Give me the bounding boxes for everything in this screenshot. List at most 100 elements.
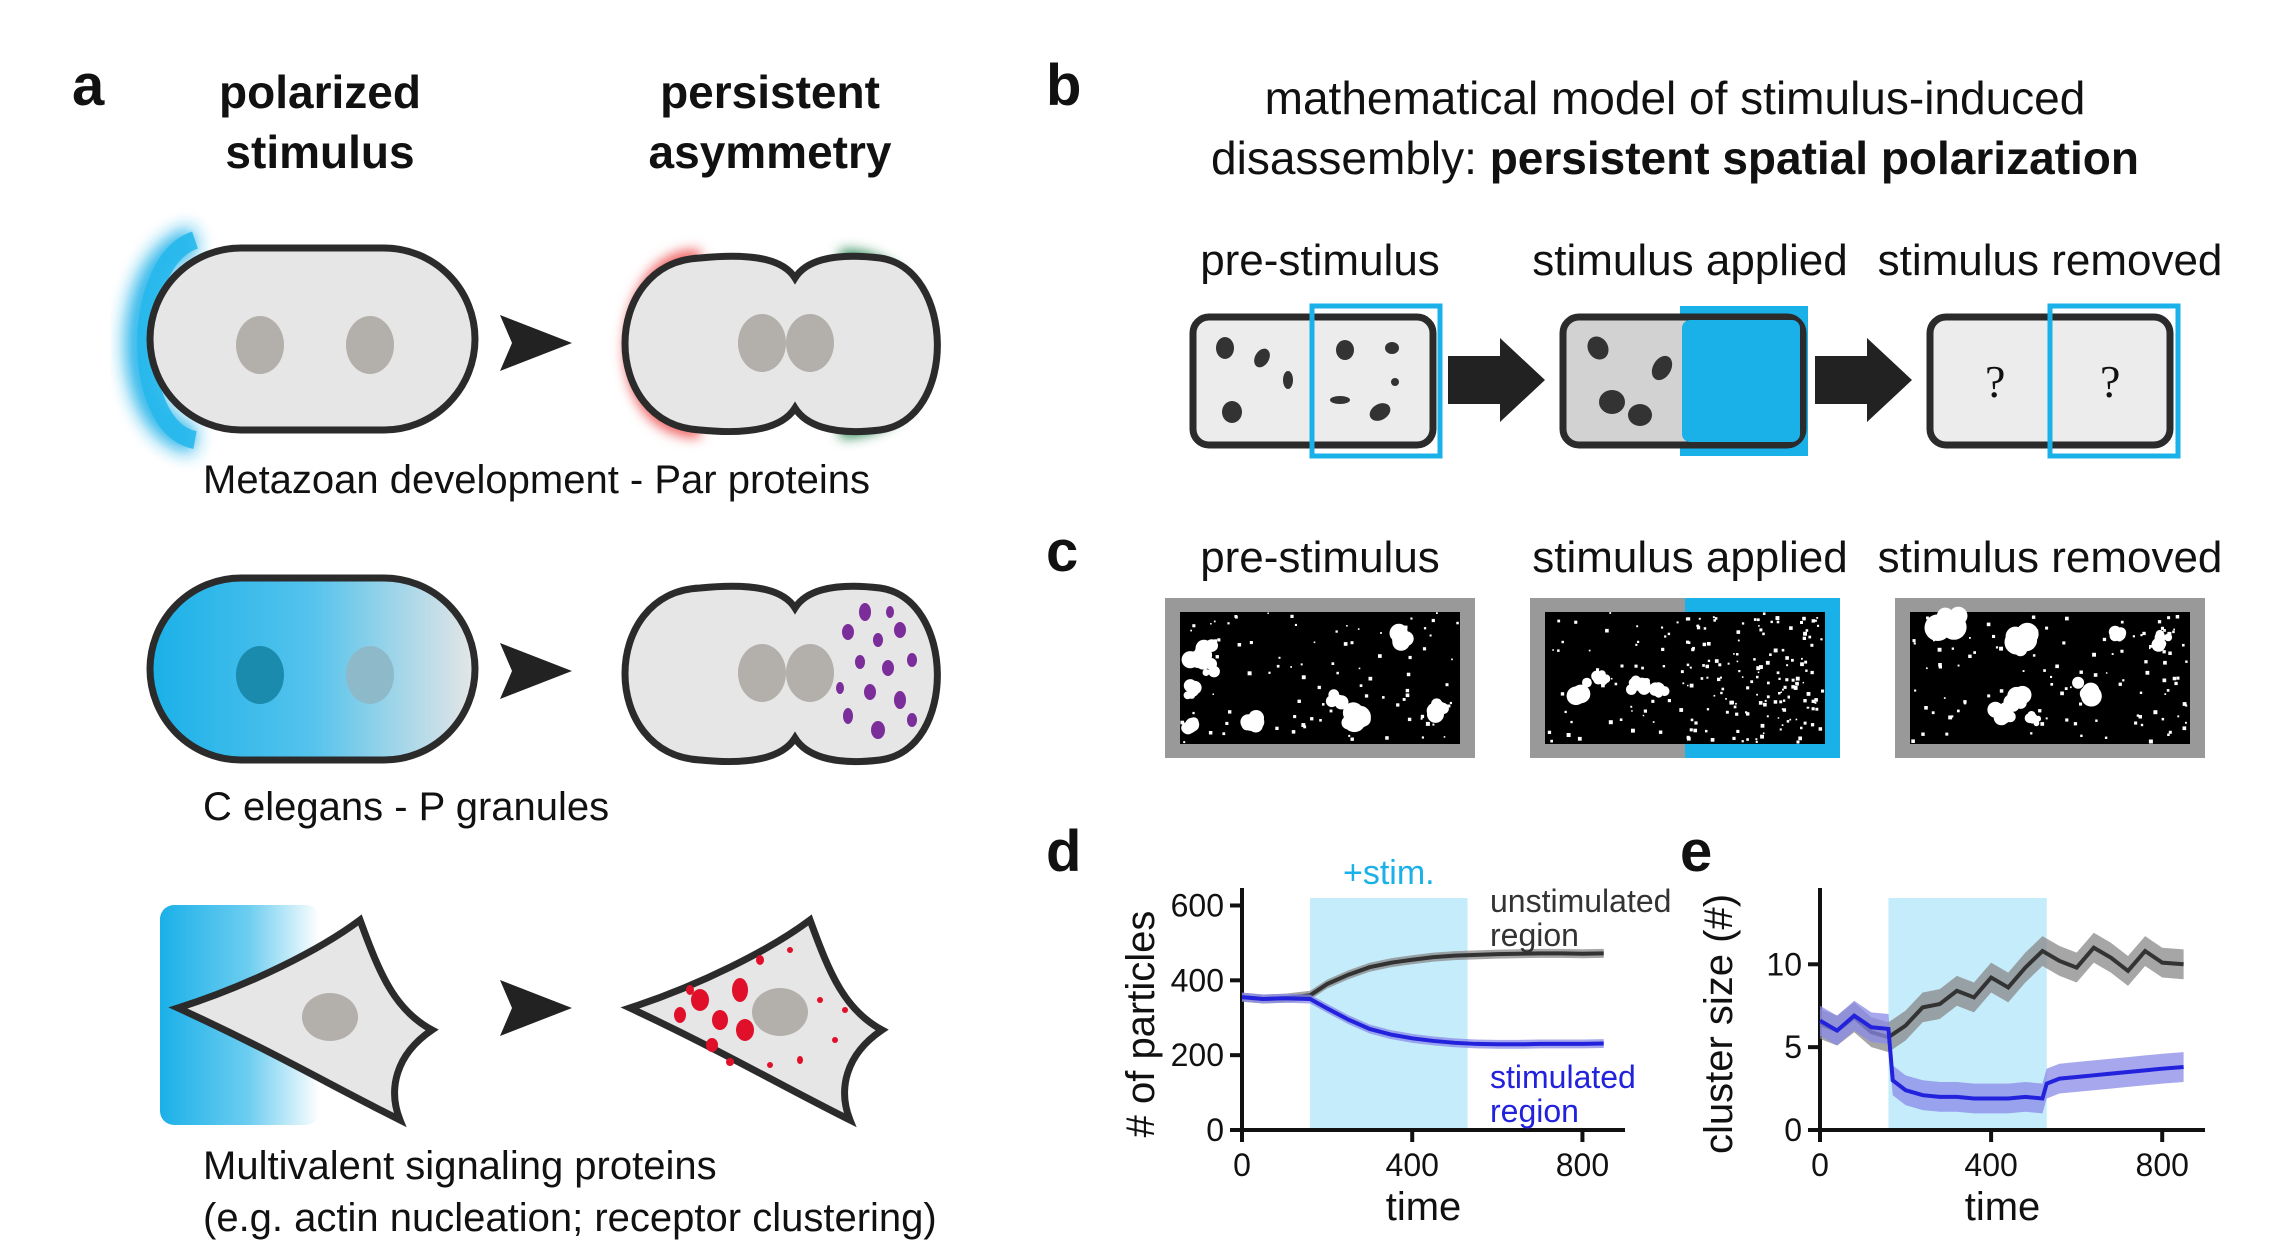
particle-dot <box>1766 695 1770 699</box>
particle-dot <box>2043 669 2046 672</box>
particle-dot <box>1808 635 1812 639</box>
particle-dot <box>1348 734 1351 737</box>
particle-dot <box>1921 732 1925 736</box>
particle-dot <box>1800 621 1803 624</box>
particle-dot <box>1931 711 1935 715</box>
particle-dot <box>1547 730 1552 734</box>
x-tick-label: 0 <box>1233 1147 1251 1183</box>
particle-dot <box>1705 664 1709 669</box>
particle-dot <box>1801 657 1803 660</box>
particle-dot <box>1642 714 1645 717</box>
particle-dot <box>1661 626 1664 629</box>
particle-dot <box>1643 709 1647 713</box>
cluster-blob <box>2155 629 2165 639</box>
particle-dot <box>1658 730 1663 734</box>
particle-dot <box>1213 620 1216 623</box>
particle-dot <box>1208 731 1213 735</box>
x-tick-label: 800 <box>2136 1147 2189 1183</box>
stimulus-region-filled <box>1682 320 1800 442</box>
particle-dot <box>1760 734 1764 739</box>
arrow-right-icon <box>500 315 572 371</box>
cluster-blob <box>2013 685 2032 704</box>
particle-dot <box>1303 725 1307 729</box>
particle-dot <box>2075 677 2080 682</box>
y-axis-label: cluster size (#) <box>1697 894 1741 1154</box>
particle-dot <box>1436 713 1441 717</box>
particle-dot <box>1710 738 1715 742</box>
particle-dot <box>1443 736 1446 738</box>
particle-dot <box>1217 638 1221 642</box>
particle-dot <box>1619 718 1623 721</box>
cluster-blob <box>1328 699 1337 707</box>
arrow-right-icon <box>500 980 572 1036</box>
particle-dot <box>2182 702 2187 706</box>
particle-dot <box>1313 641 1316 644</box>
particle-dot <box>1791 685 1795 689</box>
particle-dot <box>1331 662 1335 665</box>
particle-dot <box>2040 722 2045 726</box>
particle-dot <box>1785 678 1789 682</box>
particle-dot <box>1651 699 1655 703</box>
particle-dot <box>1408 655 1412 660</box>
particle-dot <box>1718 663 1722 667</box>
particle-dot <box>1804 660 1808 664</box>
particle-dot <box>1818 727 1823 731</box>
particle-dot <box>2111 632 2116 637</box>
particle-dot <box>1278 656 1281 659</box>
cluster-blob <box>1188 692 1195 699</box>
particle-dot <box>1406 672 1411 677</box>
caption-line2: (e.g. actin nucleation; receptor cluster… <box>203 1196 937 1240</box>
particle-dot <box>1451 658 1453 661</box>
col-header-line2: asymmetry <box>648 126 892 178</box>
particle-dot <box>2163 660 2167 665</box>
particle-dot <box>1552 649 1554 651</box>
particle-dot <box>1793 686 1798 690</box>
particle-dot <box>1803 721 1807 725</box>
cluster-blob <box>1348 705 1371 728</box>
particle-dot <box>1237 643 1242 647</box>
particle-dot <box>2138 715 2142 719</box>
particle-dot <box>1570 720 1573 724</box>
particle-dot <box>1380 632 1382 634</box>
series-error-band <box>1242 992 1604 1049</box>
particle-dot <box>1696 624 1700 628</box>
particle-dot <box>1773 700 1778 704</box>
arrow-right-icon <box>1448 338 1545 422</box>
nucleus <box>752 988 808 1036</box>
particle-dot <box>1795 681 1799 686</box>
y-tick-label: 600 <box>1171 887 1224 923</box>
series-error-band <box>1820 1000 2184 1114</box>
particle-dot <box>1757 618 1760 622</box>
particle-dot <box>1725 710 1729 714</box>
particle-dot <box>1803 631 1807 636</box>
particle-dot <box>1957 709 1960 713</box>
particle-dot <box>1764 699 1767 702</box>
particle-dot <box>1938 665 1942 669</box>
particle-dot <box>2002 706 2004 708</box>
particle-dot <box>1614 682 1618 686</box>
particle-dot <box>1770 620 1773 624</box>
particle-dot <box>1802 681 1805 684</box>
particle-dot <box>1778 692 1781 695</box>
particle-dot <box>1703 627 1707 630</box>
particle-dot <box>1634 664 1638 668</box>
particle-dot <box>1403 634 1405 636</box>
particle-dot <box>1676 621 1679 624</box>
particle-dot <box>1405 693 1410 698</box>
particle-dot <box>1420 714 1425 719</box>
particle-dot <box>1180 720 1185 725</box>
particle-dot <box>1214 639 1217 643</box>
particle-dot <box>1652 721 1655 723</box>
particle-dot <box>2140 723 2144 727</box>
particle-dot <box>1686 663 1690 667</box>
title-line1: mathematical model of stimulus-induced <box>1264 72 2086 124</box>
nucleus <box>302 993 358 1041</box>
col-header-line1: persistent <box>660 66 880 118</box>
particle-dot <box>2120 649 2124 653</box>
particle-dot <box>2032 654 2036 657</box>
particle-dot <box>2148 739 2153 744</box>
particle-dot <box>1999 689 2004 693</box>
particle-dot <box>1425 721 1430 726</box>
y-tick-label: 400 <box>1171 962 1224 998</box>
particle-dot <box>1605 628 1609 633</box>
